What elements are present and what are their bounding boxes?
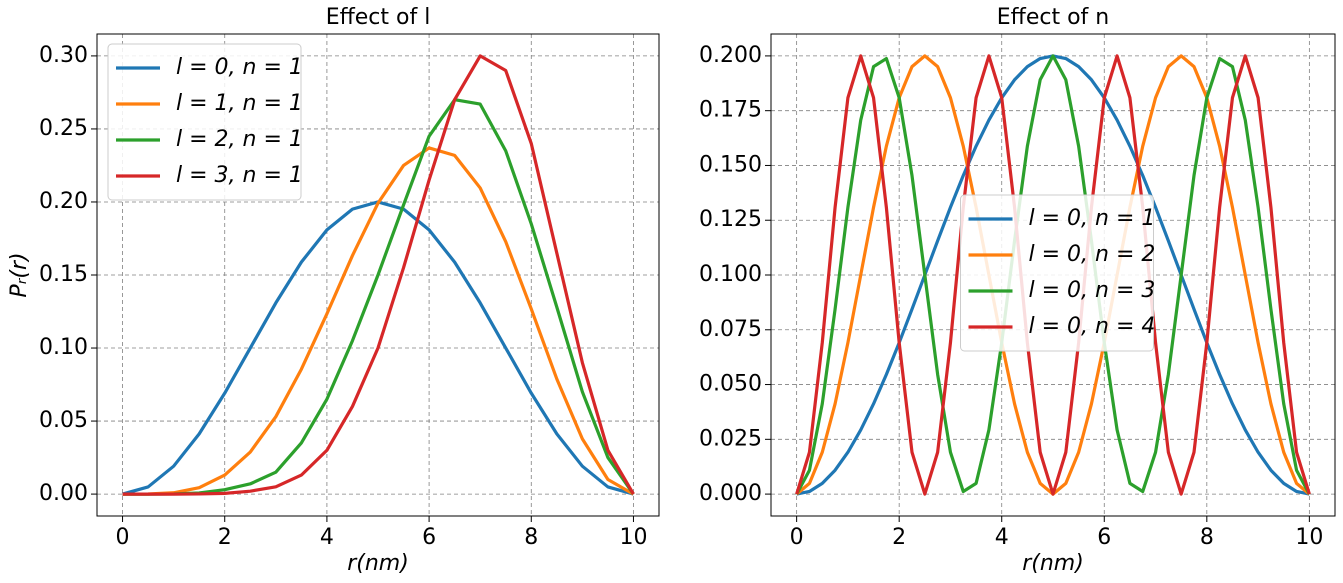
legend-box bbox=[107, 43, 302, 201]
plot-frame bbox=[96, 33, 660, 517]
y-tick-label: 0.175 bbox=[699, 98, 762, 123]
y-axis-label: Pᵣ(r) bbox=[7, 252, 32, 297]
legend-label: l = 0, n = 4 bbox=[1029, 314, 1156, 339]
y-tick-label: 0.05 bbox=[39, 408, 88, 433]
x-axis-label: r(nm) bbox=[1022, 551, 1084, 576]
legend-label: l = 0, n = 3 bbox=[1029, 278, 1156, 303]
x-tick-label: 8 bbox=[524, 525, 538, 550]
y-tick-label: 0.10 bbox=[39, 335, 88, 360]
x-tick-label: 0 bbox=[790, 525, 804, 550]
y-tick-label: 0.050 bbox=[699, 372, 762, 397]
y-tick-label: 0.00 bbox=[39, 481, 88, 506]
chart-title: Effect of l bbox=[326, 5, 431, 30]
data-line bbox=[122, 54, 635, 496]
y-tick-label: 0.075 bbox=[699, 317, 762, 342]
data-line bbox=[122, 98, 635, 496]
y-tick-label: 0.200 bbox=[699, 43, 762, 68]
y-tick-label: 0.15 bbox=[39, 262, 88, 287]
y-tick-label: 0.30 bbox=[39, 43, 88, 68]
x-tick-label: 8 bbox=[1200, 525, 1214, 550]
legend-label: l = 0, n = 2 bbox=[1029, 242, 1156, 267]
legend-label: l = 0, n = 1 bbox=[176, 55, 303, 80]
x-tick-label: 6 bbox=[422, 525, 436, 550]
legend-box bbox=[960, 194, 1154, 352]
y-tick-label: 0.100 bbox=[699, 262, 762, 287]
x-tick-label: 2 bbox=[218, 525, 232, 550]
y-tick-label: 0.20 bbox=[39, 189, 88, 214]
x-tick-label: 4 bbox=[995, 525, 1009, 550]
plot-frame bbox=[770, 33, 1336, 517]
legend: l = 0, n = 1 l = 1, n = 1 l = 2, n = 1 l = … bbox=[107, 43, 303, 201]
y-tick-label: 0.150 bbox=[699, 152, 762, 177]
x-tick-label: 10 bbox=[619, 525, 647, 550]
y-tick-label: 0.000 bbox=[699, 481, 762, 506]
x-axis-label: r(nm) bbox=[347, 551, 409, 576]
x-tick-label: 0 bbox=[116, 525, 130, 550]
data-line bbox=[795, 54, 1311, 495]
x-tick-label: 4 bbox=[320, 525, 334, 550]
legend: l = 0, n = 1 l = 0, n = 2 l = 0, n = 3 l = … bbox=[960, 194, 1156, 352]
x-tick-label: 6 bbox=[1097, 525, 1111, 550]
y-tick-label: 0.125 bbox=[699, 207, 762, 232]
data-line bbox=[795, 54, 1311, 496]
y-tick-label: 0.25 bbox=[39, 116, 88, 141]
y-tick-label: 0.025 bbox=[699, 426, 762, 451]
legend-label: l = 0, n = 1 bbox=[1029, 206, 1156, 231]
x-tick-label: 10 bbox=[1295, 525, 1323, 550]
legend-label: l = 2, n = 1 bbox=[176, 127, 303, 152]
legend-label: l = 3, n = 1 bbox=[176, 163, 303, 188]
x-tick-label: 2 bbox=[892, 525, 906, 550]
legend-label: l = 1, n = 1 bbox=[176, 91, 303, 116]
chart-title: Effect of n bbox=[997, 5, 1109, 30]
data-line bbox=[122, 146, 635, 496]
